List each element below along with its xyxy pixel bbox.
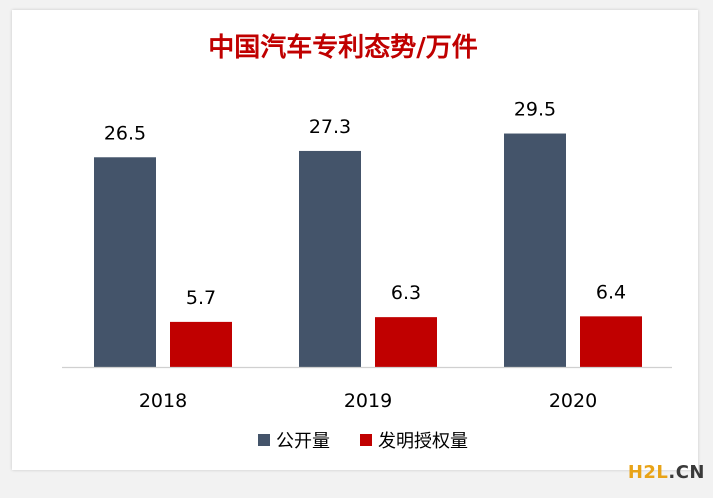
- x-tick-label-2019: 2019: [344, 390, 392, 412]
- data-label-published-2019: 27.3: [309, 116, 351, 138]
- data-label-granted-2018: 5.7: [186, 287, 216, 309]
- data-label-granted-2020: 6.4: [596, 281, 626, 303]
- watermark-cn: .CN: [668, 462, 705, 483]
- bar-published-2019: [299, 150, 361, 367]
- chart-card: 中国汽车专利态势/万件 26.5 5.7 27.3 6.3 29.5 6.4 2018 2019…: [12, 10, 698, 470]
- data-label-granted-2019: 6.3: [391, 282, 421, 304]
- bar-published-2018: [94, 157, 156, 367]
- bar-chart: 中国汽车专利态势/万件 26.5 5.7 27.3 6.3 29.5 6.4 2018 2019…: [62, 32, 672, 452]
- chart-title: 中国汽车专利态势/万件: [208, 32, 478, 63]
- legend-label-published: 公开量: [276, 431, 330, 452]
- bar-granted-2019: [375, 317, 437, 367]
- watermark-h2l: H2L: [627, 462, 669, 483]
- bar-published-2020: [504, 133, 566, 367]
- legend-swatch-granted: [360, 434, 372, 446]
- x-tick-label-2018: 2018: [139, 390, 187, 412]
- x-tick-label-2020: 2020: [549, 390, 597, 412]
- data-label-published-2020: 29.5: [514, 99, 556, 121]
- data-label-published-2018: 26.5: [104, 122, 146, 144]
- bar-granted-2018: [170, 321, 232, 367]
- legend-swatch-published: [258, 434, 270, 446]
- legend-label-granted: 发明授权量: [378, 431, 468, 452]
- bar-granted-2020: [580, 316, 642, 367]
- site-watermark: H2L.CN: [628, 462, 705, 484]
